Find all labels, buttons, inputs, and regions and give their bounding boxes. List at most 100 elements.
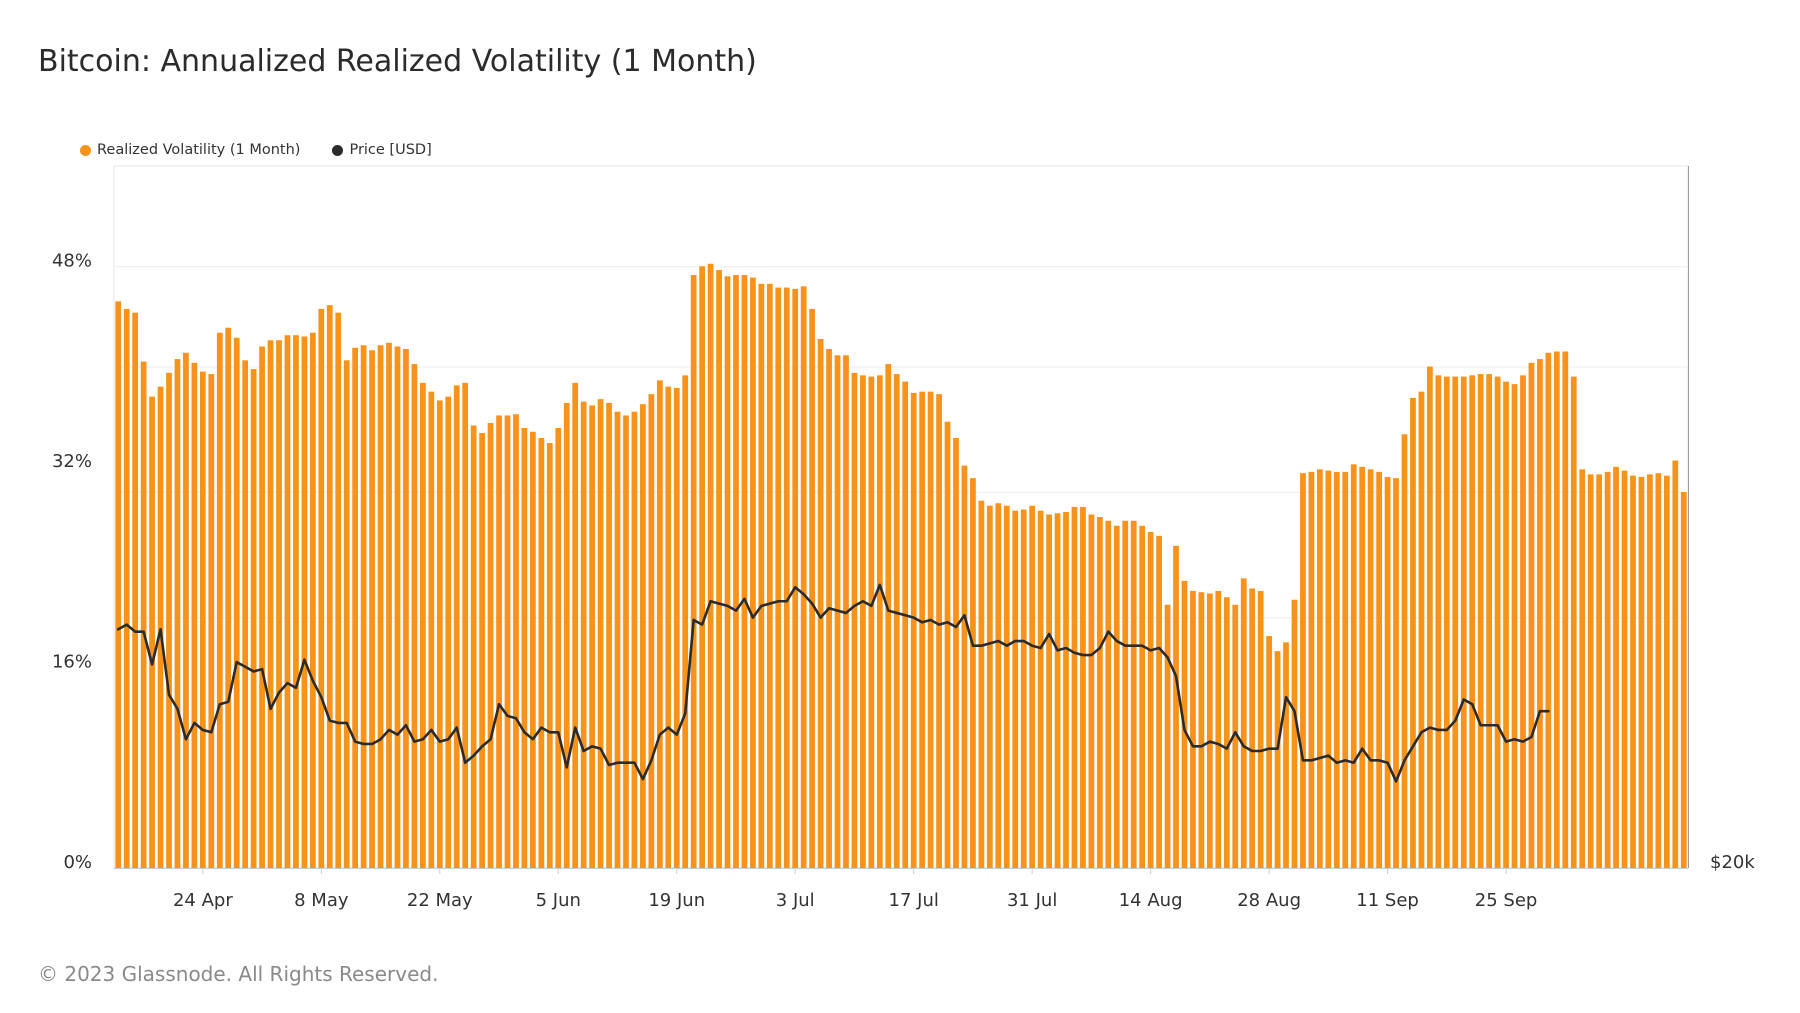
- volatility-bar: [817, 338, 824, 868]
- volatility-bar: [453, 385, 460, 869]
- volatility-bar: [487, 422, 494, 868]
- volatility-bar: [1545, 352, 1552, 868]
- volatility-bar: [1080, 506, 1086, 868]
- price-line: [116, 583, 1550, 783]
- volatility-bar: [1511, 384, 1518, 868]
- volatility-bar: [699, 266, 706, 868]
- volatility-bar: [1393, 478, 1399, 868]
- volatility-bar: [403, 349, 409, 868]
- volatility-bar: [944, 421, 951, 868]
- copyright: © 2023 Glassnode. All Rights Reserved.: [38, 962, 439, 986]
- volatility-bar: [436, 400, 443, 868]
- volatility-bar: [656, 380, 663, 868]
- volatility-bar: [445, 396, 452, 868]
- volatility-bar: [589, 405, 595, 868]
- plot-frame: [113, 165, 1689, 869]
- x-tick-label: 28 Aug: [1237, 890, 1301, 911]
- volatility-bar: [1663, 475, 1670, 868]
- volatility-bar: [183, 352, 189, 868]
- volatility-bar: [741, 275, 748, 868]
- x-tick-label: 8 May: [294, 890, 349, 911]
- volatility-bar: [1020, 509, 1027, 868]
- volatility-bar: [597, 399, 604, 868]
- volatility-bar: [910, 392, 917, 868]
- volatility-bar: [563, 402, 570, 868]
- volatility-bar: [580, 401, 587, 868]
- volatility-bar: [876, 375, 883, 868]
- volatility-bar: [783, 287, 790, 869]
- volatility-bar: [1274, 651, 1281, 868]
- x-tick-label: 31 Jul: [1007, 890, 1057, 911]
- volatility-bar: [1232, 604, 1239, 868]
- volatility-bar: [1427, 366, 1433, 868]
- volatility-bar: [386, 342, 392, 868]
- volatility-bar: [1325, 470, 1332, 868]
- volatility-bar: [496, 415, 502, 868]
- legend-item-price[interactable]: Price [USD]: [332, 142, 432, 158]
- volatility-bar: [318, 308, 325, 868]
- volatility-bar: [1672, 460, 1679, 868]
- volatility-bar: [1147, 532, 1154, 868]
- volatility-bar: [1613, 466, 1619, 868]
- volatility-bar: [648, 394, 655, 868]
- volatility-bar: [902, 381, 909, 868]
- legend-item-volatility[interactable]: Realized Volatility (1 Month): [80, 142, 300, 158]
- x-tick-label: 17 Jul: [889, 890, 939, 911]
- volatility-bar: [1054, 513, 1061, 868]
- volatility-bar: [1130, 520, 1137, 868]
- volatility-bar: [927, 391, 934, 868]
- volatility-bar: [1655, 473, 1662, 869]
- volatility-bar: [242, 360, 249, 868]
- volatility-bar: [115, 301, 122, 868]
- legend-label-volatility: Realized Volatility (1 Month): [97, 142, 301, 158]
- volatility-bar: [1283, 642, 1289, 868]
- volatility-bar: [1029, 505, 1036, 868]
- legend-dot-dark-icon: [332, 144, 344, 156]
- volatility-bar: [775, 287, 782, 869]
- volatility-bar: [420, 382, 426, 868]
- y-right-tick-label: $20k: [1710, 852, 1755, 873]
- volatility-bar: [1528, 362, 1535, 868]
- volatility-bar: [733, 275, 739, 868]
- volatility-bar: [606, 402, 612, 868]
- legend: Realized Volatility (1 Month) Price [USD…: [80, 142, 432, 158]
- volatility-bar: [1173, 545, 1179, 868]
- volatility-bar: [800, 286, 807, 869]
- volatility-bar: [1046, 514, 1052, 868]
- volatility-bar: [1443, 376, 1450, 868]
- volatility-bar: [792, 288, 799, 869]
- volatility-bar: [1063, 511, 1069, 868]
- volatility-bar: [1088, 514, 1095, 868]
- volatility-bar: [1469, 375, 1476, 868]
- volatility-bar: [970, 478, 976, 868]
- volatility-bar: [631, 411, 638, 868]
- volatility-bar: [1638, 476, 1645, 868]
- volatility-bar: [758, 283, 765, 869]
- volatility-bar: [259, 346, 265, 868]
- volatility-bar: [1460, 376, 1467, 868]
- volatility-bar: [690, 275, 697, 868]
- volatility-bar: [1308, 471, 1315, 868]
- volatility-bar: [504, 415, 511, 868]
- volatility-bar: [1410, 397, 1416, 868]
- volatility-bar: [555, 428, 562, 868]
- volatility-bar: [1240, 578, 1247, 868]
- volatility-bar: [572, 382, 579, 868]
- volatility-bar: [208, 374, 215, 868]
- legend-label-price: Price [USD]: [349, 142, 432, 158]
- volatility-bar: [665, 386, 672, 868]
- volatility-bar: [1367, 469, 1374, 868]
- volatility-bar: [885, 364, 892, 868]
- volatility-bar: [1418, 391, 1425, 868]
- volatility-bar: [352, 347, 359, 868]
- volatility-bar: [462, 382, 469, 868]
- volatility-bar: [1333, 471, 1340, 868]
- volatility-bar: [1596, 474, 1603, 868]
- volatility-bar: [166, 372, 172, 868]
- volatility-bar: [868, 376, 875, 868]
- volatility-bar: [479, 433, 485, 868]
- volatility-bar: [1435, 375, 1442, 868]
- volatility-bar: [707, 263, 714, 868]
- volatility-bar: [640, 404, 646, 868]
- volatility-bar: [1452, 376, 1459, 868]
